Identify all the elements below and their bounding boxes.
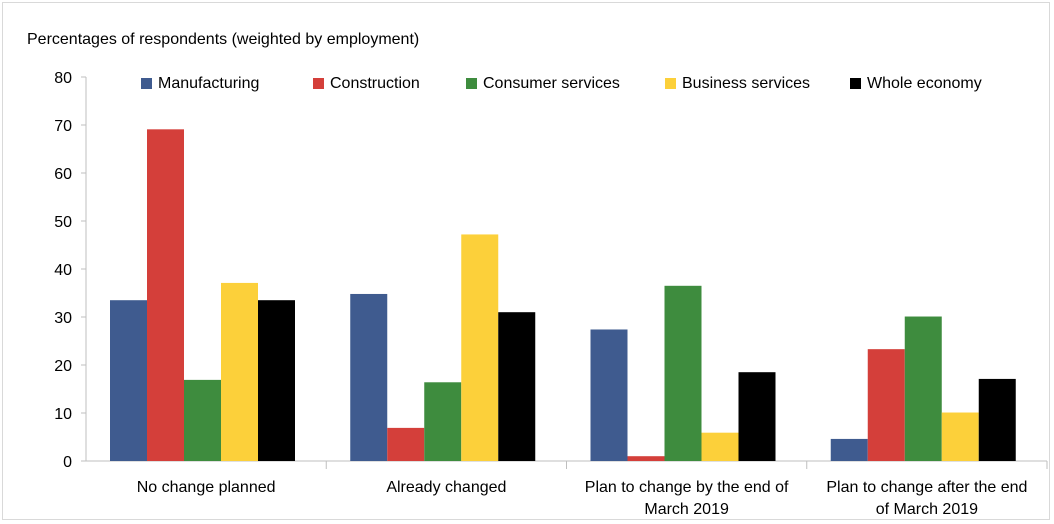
y-tick-label: 40 [54, 262, 72, 279]
y-tick-label: 60 [54, 166, 72, 183]
legend-swatch [850, 78, 861, 89]
bar-manufacturing [590, 329, 628, 461]
chart-title: Percentages of respondents (weighted by … [27, 31, 420, 48]
bar-construction [867, 349, 905, 461]
category-label: Already changed [386, 479, 506, 496]
y-tick-label: 0 [63, 454, 72, 471]
plot-area: 0 10 20 30 40 50 60 70 80 No change planned Alread… [54, 70, 1048, 518]
bar-manufacturing [830, 438, 868, 461]
bar-business-services [701, 432, 739, 461]
bar-chart: 0 10 20 30 40 50 60 70 80 No change planned Alread… [54, 70, 1048, 518]
bar-construction [627, 456, 665, 461]
bar-whole-economy [258, 300, 295, 461]
legend-label: Construction [330, 75, 420, 92]
legend-label: Consumer services [483, 75, 620, 92]
legend-swatch [313, 78, 324, 89]
category-label: March 2019 [644, 501, 729, 518]
y-tick-label: 70 [54, 118, 72, 135]
category-label: No change planned [137, 479, 276, 496]
bar-consumer-services [184, 379, 221, 461]
legend-swatch [665, 78, 676, 89]
legend: Manufacturing Construction Consumer servic… [141, 75, 982, 92]
bar-construction [387, 427, 425, 461]
bar-business-services [221, 282, 258, 461]
bar-manufacturing [350, 293, 388, 461]
bar-consumer-services [904, 316, 942, 461]
category-label: Plan to change by the end of [585, 479, 789, 496]
bar-consumer-services [664, 285, 702, 461]
legend-label: Whole economy [867, 75, 982, 92]
legend-label: Business services [682, 75, 810, 92]
bar-business-services [461, 234, 499, 461]
y-tick-label: 80 [54, 70, 72, 87]
bar-whole-economy [738, 372, 776, 461]
category-label: of March 2019 [876, 501, 978, 518]
bar-consumer-services [424, 382, 462, 461]
y-tick-label: 10 [54, 406, 72, 423]
bar-whole-economy [978, 378, 1016, 461]
bar-manufacturing [110, 300, 147, 461]
y-tick-label: 30 [54, 310, 72, 327]
bar-business-services [941, 412, 979, 461]
y-tick-label: 20 [54, 358, 72, 375]
y-tick-label: 50 [54, 214, 72, 231]
category-label: Plan to change after the end [826, 479, 1027, 496]
legend-swatch [141, 78, 152, 89]
bar-whole-economy [498, 312, 536, 461]
legend-swatch [466, 78, 477, 89]
legend-label: Manufacturing [158, 75, 259, 92]
bar-construction [147, 129, 184, 461]
